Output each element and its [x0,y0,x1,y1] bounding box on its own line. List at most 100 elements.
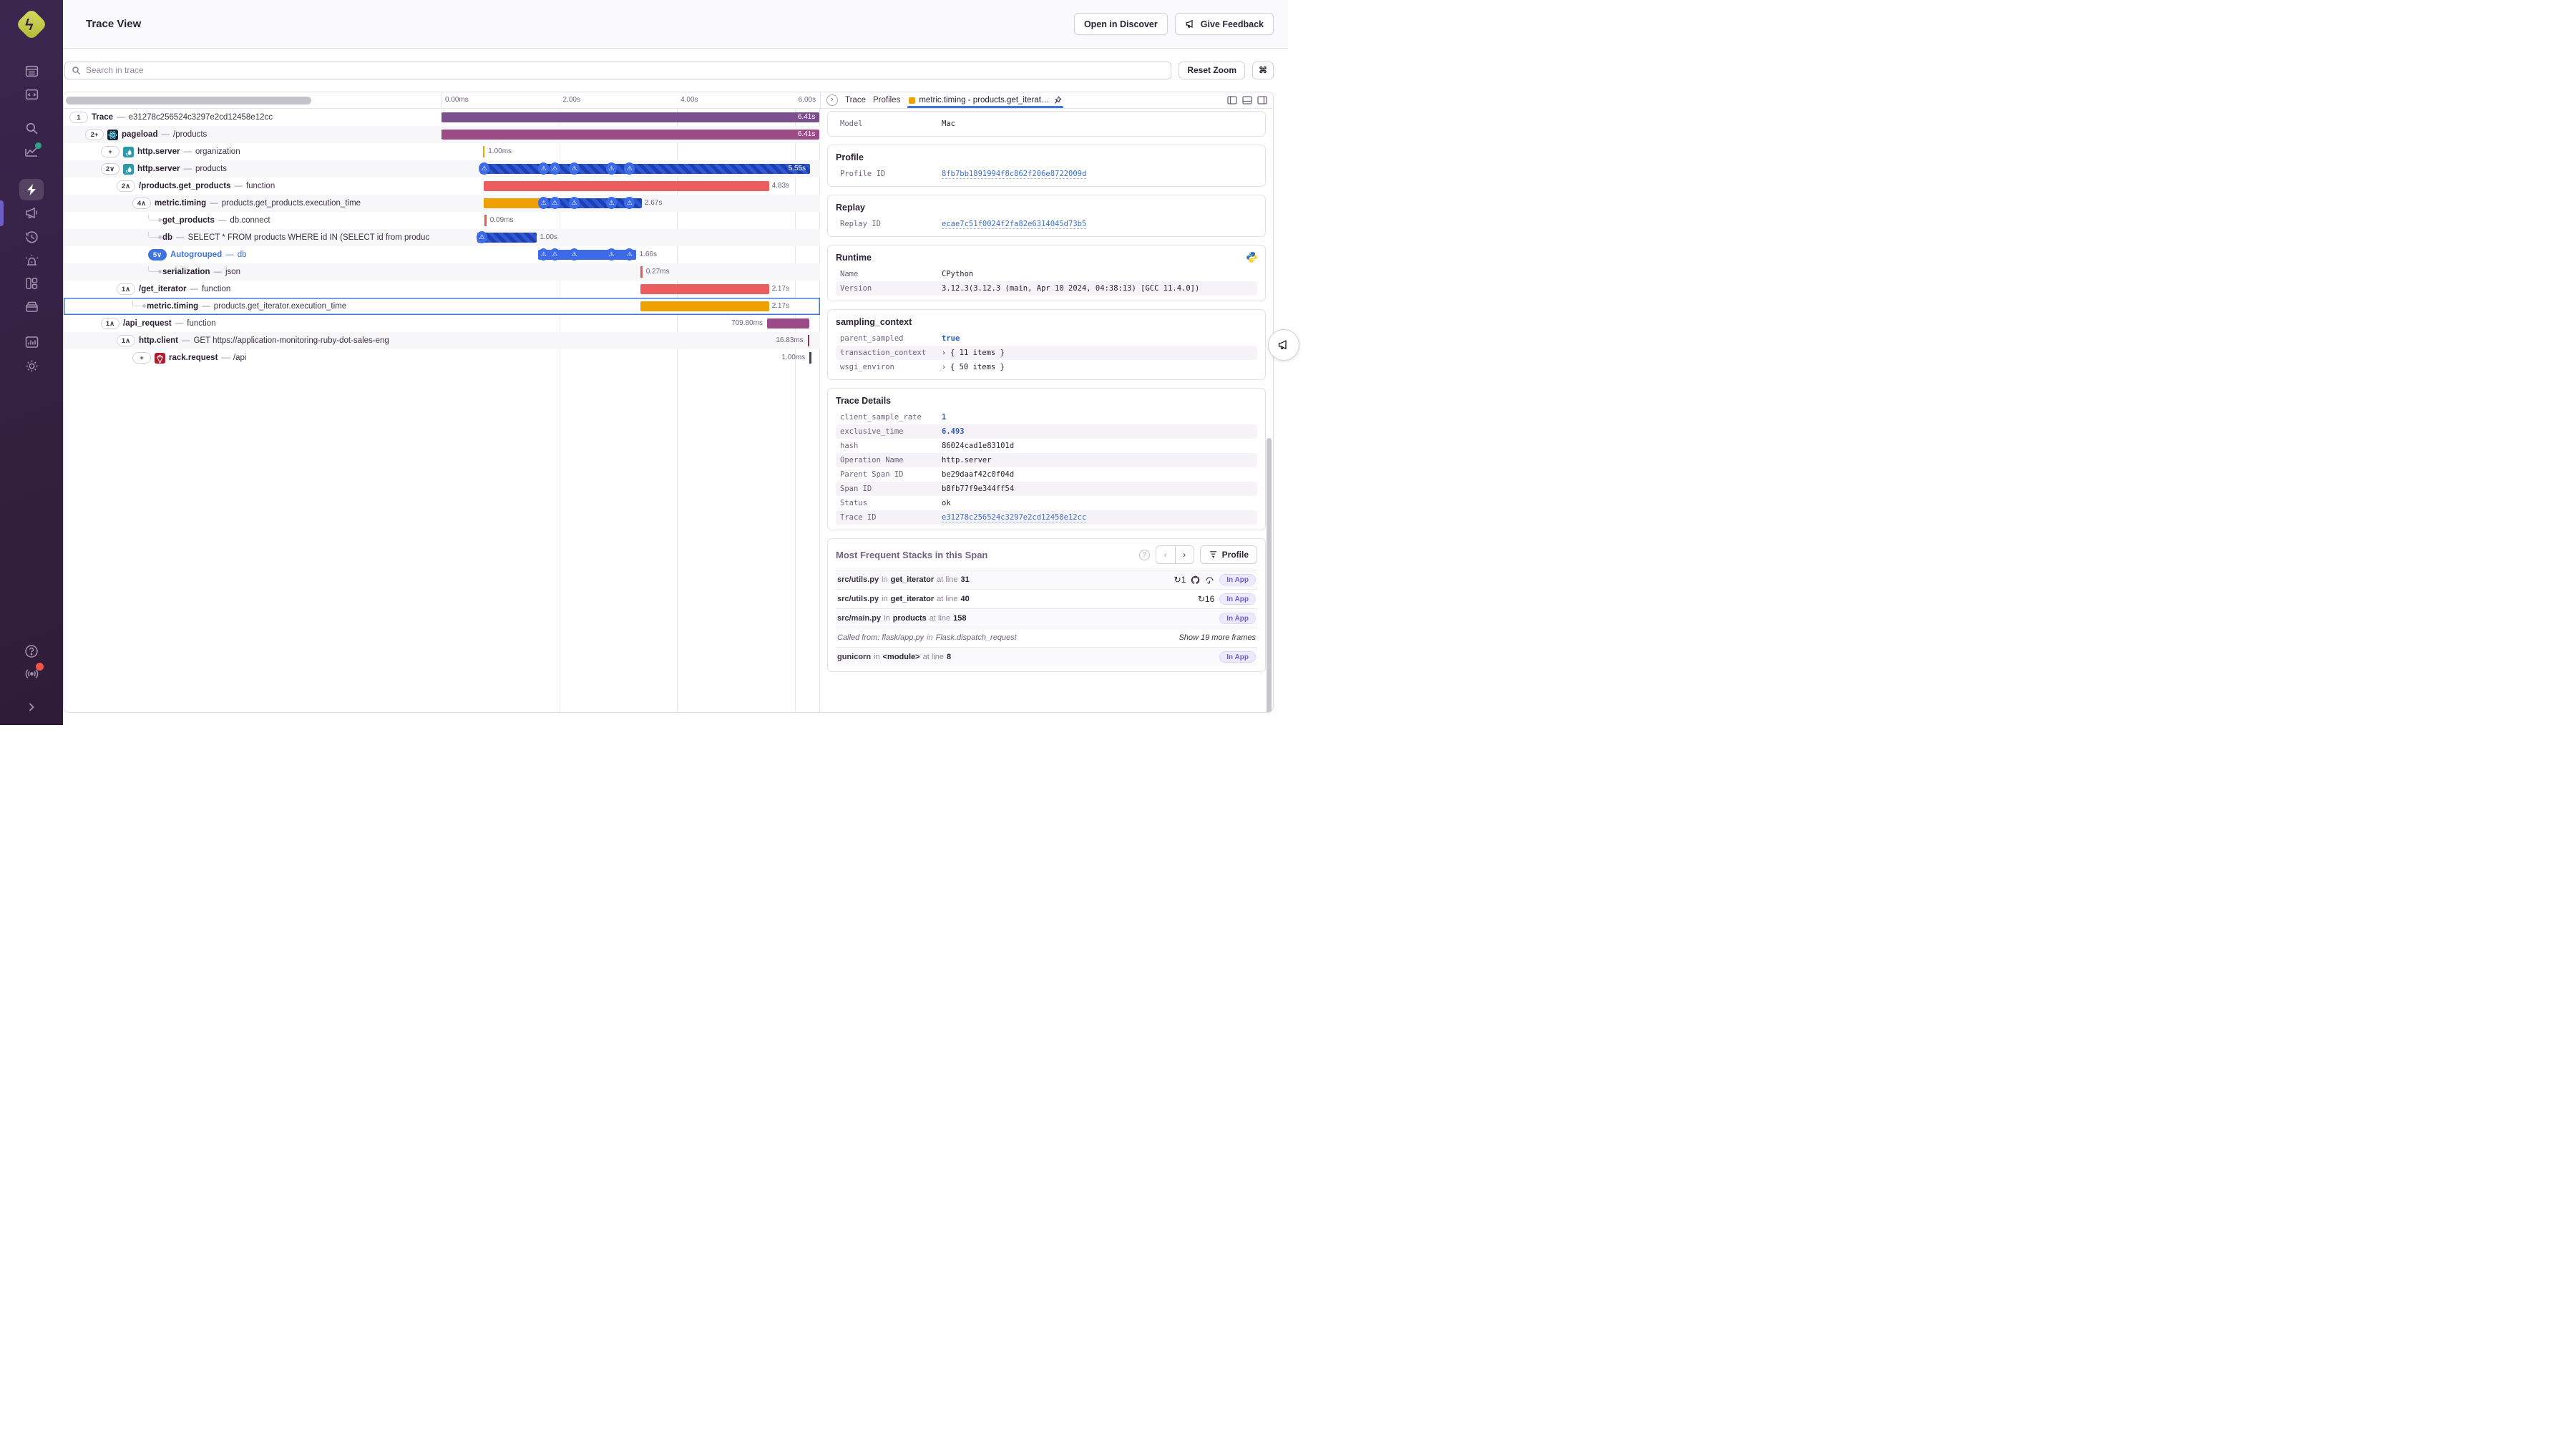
span-row[interactable]: 1∧ /get_iterator — function 2.17s [64,281,820,298]
span-row[interactable]: 1 Trace — e31278c256524c3297e2cd12458e12cc 6… [64,109,820,126]
layout-left-icon[interactable] [1227,96,1237,104]
warning-icon[interactable]: ⚠ [538,162,550,175]
span-bar[interactable] [766,318,810,329]
span-row[interactable]: 1∧ /api_request — function 709.80ms [64,315,820,332]
alerts-siren-icon[interactable] [19,250,44,271]
span-bar[interactable] [480,164,811,174]
detail-value-link[interactable]: e31278c256524c3297e2cd12458e12cc [942,512,1087,522]
releases-history-icon[interactable] [19,226,44,248]
detail-value-link[interactable]: 8fb7bb1891994f8c862f206e8722009d [942,169,1087,179]
span-row[interactable]: 4∧ metric.timing — products.get_products.ex… [64,195,820,212]
span-row[interactable]: 2+ pageload —/products 6.41s [64,126,820,143]
warning-icon[interactable]: ⚠ [605,248,617,261]
warning-icon[interactable]: ⚠ [569,248,580,261]
settings-gear-icon[interactable] [19,355,44,376]
span-bar[interactable] [477,233,537,243]
span-children-badge[interactable]: 2∧ [117,180,135,192]
layout-right-icon[interactable] [1257,96,1267,104]
span-children-badge[interactable]: + [132,352,151,364]
span-children-badge[interactable]: 2∨ [101,163,119,175]
span-bar[interactable] [484,181,769,191]
layout-bottom-icon[interactable] [1242,96,1252,104]
help-icon[interactable]: ? [1138,549,1150,560]
shortcut-button[interactable]: ⌘ [1252,61,1274,79]
in-app-badge[interactable]: In App [1219,593,1256,605]
span-children-badge[interactable]: 1 [69,112,88,123]
archive-releases-icon[interactable] [19,296,44,317]
span-row[interactable]: 2∧ /products.get_products — function 4.83s [64,177,820,195]
warning-icon[interactable]: ⚠ [569,197,580,209]
detail-value[interactable]: { 50 items } [950,363,1005,371]
sentry-logo[interactable]: ϟ [15,8,48,41]
warning-icon[interactable]: ⚠ [624,248,635,261]
stack-frame-row[interactable]: gunicorn in <module> at line 8 In App [836,647,1257,666]
span-bar[interactable] [441,112,820,122]
stack-frame-row[interactable]: Called from: flask/app.py in Flask.dispatc… [836,628,1257,647]
tab-profiles[interactable]: Profiles [872,96,901,104]
performance-icon[interactable] [19,179,44,200]
expand-sidebar-icon[interactable] [19,696,44,718]
span-tick[interactable] [482,146,485,157]
expand-caret-icon[interactable]: › [942,349,947,357]
open-in-discover-button[interactable]: Open in Discover [1073,13,1168,35]
warning-icon[interactable]: ⚠ [538,197,550,209]
span-children-badge[interactable]: 1∧ [117,335,135,346]
warning-icon[interactable]: ⚠ [549,197,560,209]
span-tick[interactable] [807,335,810,346]
show-more-frames-link[interactable]: Show 19 more frames [1179,633,1256,642]
in-app-badge[interactable]: In App [1219,574,1256,585]
search-input[interactable] [86,65,1165,75]
warning-icon[interactable]: ⚠ [549,248,560,261]
floating-feedback-button[interactable] [1268,329,1299,361]
warning-icon[interactable]: ⚠ [605,162,617,175]
span-children-badge[interactable]: 2+ [85,129,104,140]
reset-zoom-button[interactable]: Reset Zoom [1179,61,1245,79]
span-children-badge[interactable]: 4∧ [132,198,151,209]
detail-value-link[interactable]: ecae7c51f0024f2fa82e6314045d73b5 [942,219,1087,229]
span-row[interactable]: metric.timing — products.get_iterator.exec… [64,298,820,315]
stack-frame-row[interactable]: src/utils.py in get_iterator at line 31 ↻1 In … [836,570,1257,589]
warning-icon[interactable]: ⚠ [538,248,550,261]
profile-button[interactable]: Profile [1199,545,1257,564]
span-bar[interactable] [640,284,769,294]
span-bar[interactable] [640,301,769,311]
warning-icon[interactable]: ⚠ [476,231,487,243]
panel-scrollbar[interactable] [1267,438,1272,712]
span-row[interactable]: db — SELECT * FROM products WHERE id IN (S… [64,229,820,246]
in-app-badge[interactable]: In App [1219,651,1256,663]
span-children-badge[interactable]: + [101,146,119,157]
search-explore-icon[interactable] [19,117,44,139]
span-children-badge[interactable]: 5∨ [148,249,167,261]
span-children-badge[interactable]: 1∧ [101,318,119,329]
stats-icon[interactable] [19,331,44,353]
span-bar[interactable] [441,130,820,140]
tab-trace[interactable]: Trace [845,96,866,104]
stack-frame-row[interactable]: src/utils.py in get_iterator at line 40 ↻16 In… [836,589,1257,608]
warning-icon[interactable]: ⚠ [624,197,635,209]
help-icon[interactable] [19,641,44,662]
tab-active-span[interactable]: metric.timing - products.get_iterat… [907,92,1063,108]
warning-icon[interactable]: ⚠ [549,162,560,175]
span-row[interactable]: serialization — json 0.27ms [64,263,820,281]
in-app-badge[interactable]: In App [1219,613,1256,624]
span-tick[interactable] [809,352,811,364]
next-stack-button[interactable]: › [1174,546,1194,563]
warning-icon[interactable]: ⚠ [479,162,490,175]
span-bar[interactable] [484,198,540,208]
span-children-badge[interactable]: 1∧ [117,283,135,295]
span-tick[interactable] [484,215,487,226]
warning-icon[interactable]: ⚠ [624,162,635,175]
issues-icon[interactable] [19,60,44,82]
whats-new-broadcast-icon[interactable] [19,662,44,684]
span-row[interactable]: 2∨ http.server — products ⚠ ⚠ ⚠ ⚠ ⚠ ⚠ 5.55s [64,160,820,177]
github-icon[interactable] [1191,575,1200,585]
span-tick[interactable] [640,266,643,278]
suspect-commit-icon[interactable] [1205,575,1214,585]
expand-caret-icon[interactable]: › [942,363,947,371]
pin-icon[interactable] [1053,96,1062,104]
warning-icon[interactable]: ⚠ [569,162,580,175]
collapse-panel-icon[interactable]: › [826,94,838,106]
projects-icon[interactable] [19,83,44,104]
warning-icon[interactable]: ⚠ [605,197,617,209]
detail-value[interactable]: { 11 items } [950,349,1005,357]
